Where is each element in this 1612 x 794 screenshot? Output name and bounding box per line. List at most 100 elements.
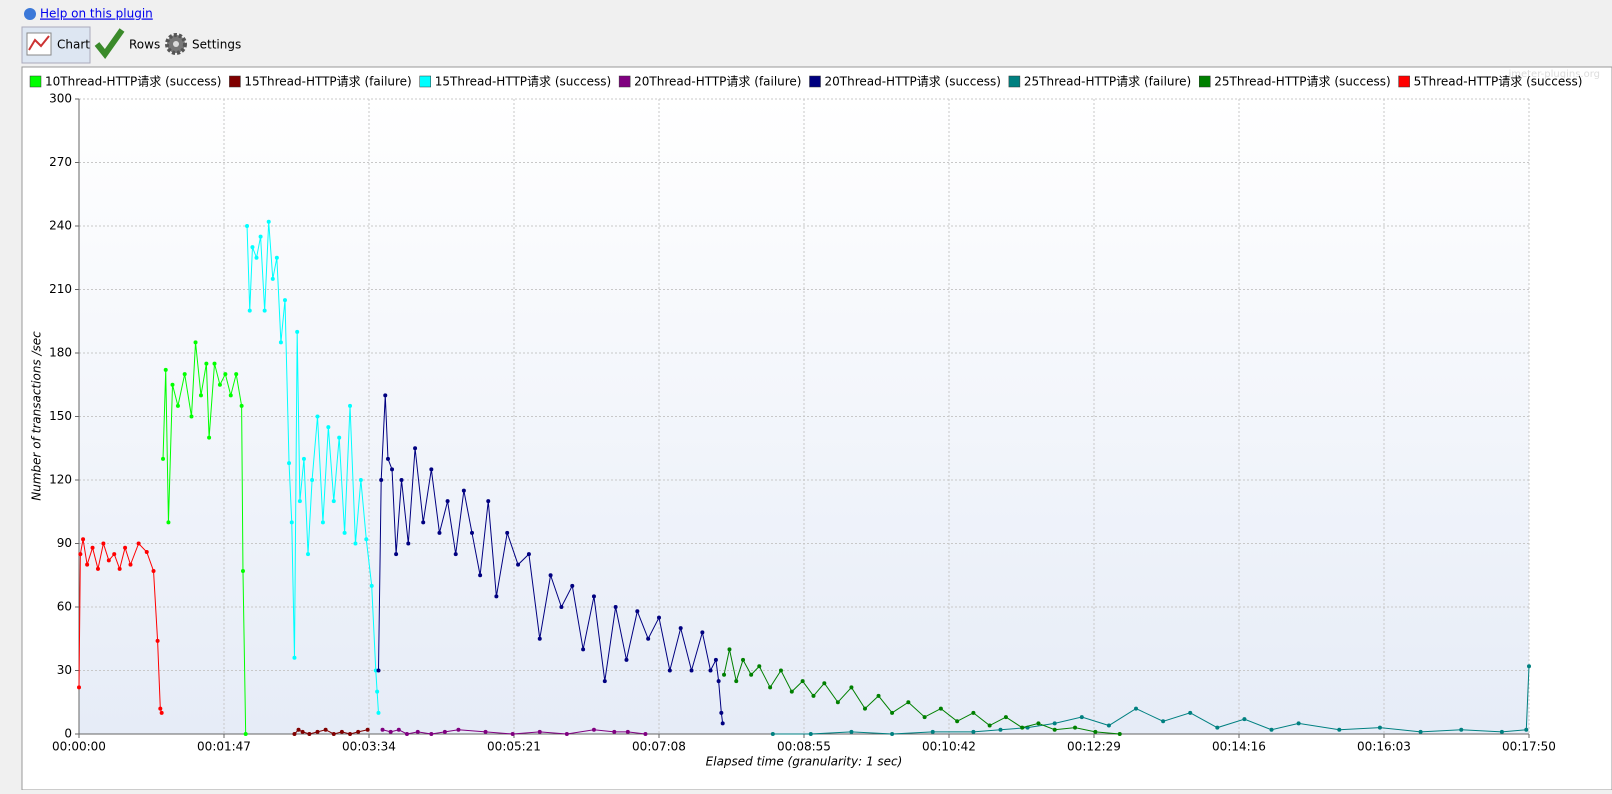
point bbox=[1269, 727, 1274, 732]
point bbox=[537, 636, 542, 641]
point bbox=[938, 706, 943, 711]
point bbox=[591, 727, 596, 732]
point bbox=[646, 636, 651, 641]
point bbox=[741, 657, 746, 662]
point bbox=[1215, 725, 1220, 730]
legend-swatch bbox=[1398, 75, 1410, 88]
point bbox=[722, 672, 727, 677]
tab-label[interactable]: Chart bbox=[57, 38, 90, 52]
point bbox=[376, 668, 381, 673]
point bbox=[117, 566, 122, 571]
point bbox=[296, 727, 301, 732]
legend-swatch bbox=[1199, 75, 1211, 88]
point bbox=[243, 732, 248, 736]
point bbox=[212, 361, 217, 366]
point bbox=[85, 562, 90, 567]
point bbox=[602, 679, 607, 684]
point bbox=[306, 552, 311, 557]
x-tick-label: 00:07:08 bbox=[632, 740, 686, 754]
point bbox=[749, 672, 754, 677]
point bbox=[971, 710, 976, 715]
point bbox=[161, 456, 166, 461]
series-line bbox=[382, 729, 646, 735]
legend-swatch bbox=[419, 75, 431, 88]
point bbox=[254, 255, 259, 260]
point bbox=[189, 414, 194, 419]
point bbox=[720, 721, 725, 726]
point bbox=[1161, 719, 1166, 724]
point bbox=[486, 499, 491, 504]
point bbox=[380, 727, 385, 732]
point bbox=[581, 647, 586, 652]
point bbox=[727, 647, 732, 652]
point bbox=[835, 700, 840, 705]
y-axis-label: Number of transactions /sec bbox=[30, 331, 44, 501]
point bbox=[1079, 715, 1084, 720]
point bbox=[667, 668, 672, 673]
point bbox=[112, 552, 117, 557]
point bbox=[719, 710, 724, 715]
point bbox=[483, 729, 488, 734]
y-tick-label: 240 bbox=[49, 219, 72, 233]
point bbox=[258, 234, 263, 239]
legend-label: 20Thread-HTTP请求 (success) bbox=[825, 75, 1001, 89]
point bbox=[1052, 721, 1057, 726]
point bbox=[1052, 727, 1057, 732]
point bbox=[1377, 725, 1382, 730]
point bbox=[1134, 706, 1139, 711]
point bbox=[266, 219, 271, 224]
tab-label[interactable]: Rows bbox=[129, 38, 160, 52]
point bbox=[289, 520, 294, 525]
point bbox=[849, 685, 854, 690]
point bbox=[320, 520, 325, 525]
point bbox=[922, 715, 927, 720]
point bbox=[906, 700, 911, 705]
point bbox=[348, 403, 353, 408]
point bbox=[612, 729, 617, 734]
point bbox=[713, 657, 718, 662]
x-axis-label: Elapsed time (granularity: 1 sec) bbox=[706, 755, 903, 769]
point bbox=[421, 520, 426, 525]
tab-label[interactable]: Settings bbox=[192, 38, 241, 52]
point bbox=[356, 729, 361, 734]
point bbox=[429, 732, 434, 736]
point bbox=[768, 685, 773, 690]
point bbox=[1499, 729, 1504, 734]
point bbox=[353, 541, 358, 546]
point bbox=[315, 729, 320, 734]
y-tick-label: 270 bbox=[49, 155, 72, 169]
point bbox=[77, 685, 81, 690]
x-tick-label: 00:01:47 bbox=[197, 740, 251, 754]
point bbox=[971, 729, 976, 734]
legend-swatch bbox=[29, 75, 42, 88]
y-tick-label: 30 bbox=[57, 663, 72, 677]
point bbox=[123, 545, 128, 550]
chart-icon-line bbox=[28, 35, 50, 51]
x-tick-label: 00:08:55 bbox=[777, 740, 831, 754]
point bbox=[406, 541, 411, 546]
point bbox=[564, 732, 569, 736]
point bbox=[390, 467, 395, 472]
point bbox=[1527, 664, 1531, 669]
help-link[interactable]: Help on this plugin bbox=[40, 7, 153, 21]
point bbox=[250, 245, 255, 250]
point bbox=[182, 372, 187, 377]
point bbox=[1020, 725, 1025, 730]
point bbox=[300, 729, 305, 734]
legend-swatch bbox=[618, 75, 631, 88]
point bbox=[159, 710, 164, 715]
point bbox=[396, 727, 401, 732]
point bbox=[301, 456, 306, 461]
y-tick-label: 0 bbox=[64, 727, 72, 741]
point bbox=[537, 729, 542, 734]
point bbox=[282, 298, 287, 303]
legend-label: 25Thread-HTTP请求 (success) bbox=[1214, 75, 1390, 89]
point bbox=[369, 583, 374, 588]
point bbox=[297, 499, 302, 504]
x-tick-label: 00:17:50 bbox=[1502, 740, 1556, 754]
point bbox=[849, 729, 854, 734]
point bbox=[789, 689, 794, 694]
point bbox=[155, 638, 160, 643]
